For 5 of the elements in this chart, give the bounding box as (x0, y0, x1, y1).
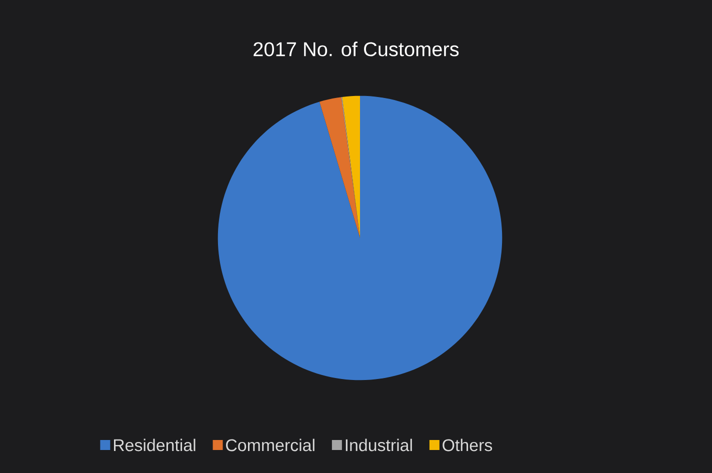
legend-label: Industrial (346, 438, 412, 452)
chart-title: 2017 No. of Customers (254, 42, 459, 56)
legend-label: Others (442, 438, 492, 452)
legend-label: Residential (114, 438, 196, 452)
legend-label: Commercial (226, 438, 314, 452)
